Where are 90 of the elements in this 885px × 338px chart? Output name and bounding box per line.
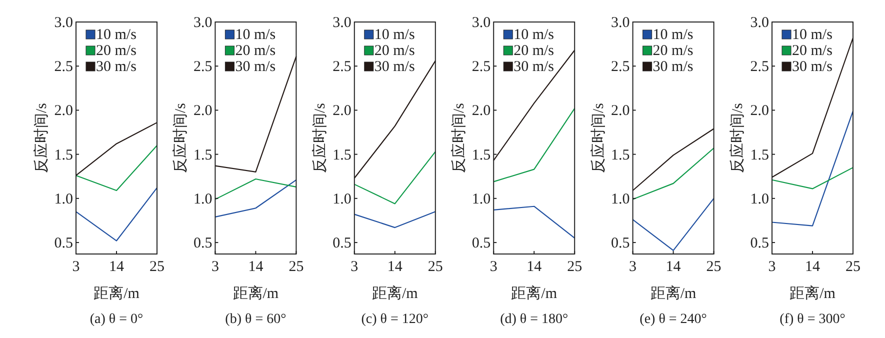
x-axis-title: 距离/m <box>511 285 558 302</box>
legend-label: 30 m/s <box>96 59 137 75</box>
text: (f) θ = 300° <box>780 312 846 327</box>
y-tick-label: 2.0 <box>472 103 491 120</box>
x-tick-label: 14 <box>805 259 820 275</box>
x-tick-label: 14 <box>526 259 542 275</box>
text: (c) θ = 120° <box>361 312 429 327</box>
legend-label: 20 m/s <box>235 43 276 59</box>
x-tick-label: 25 <box>150 259 164 275</box>
legend-label: 10 m/s <box>96 27 137 43</box>
y-tick-label: 2.0 <box>611 103 630 120</box>
y-tick-label: 2.0 <box>332 103 352 120</box>
x-axis-title: 距离/m <box>232 285 279 302</box>
x-tick-label: 25 <box>428 259 443 275</box>
x-axis-title: 距离/m <box>790 285 836 302</box>
legend-label: 10 m/s <box>374 27 415 43</box>
y-tick-label: 2.0 <box>750 103 769 120</box>
y-axis-title: 反应时间/s <box>311 102 328 174</box>
y-tick-label: 2.5 <box>54 59 73 76</box>
legend-label: 30 m/s <box>652 59 694 75</box>
y-tick-label: 0.5 <box>54 236 73 252</box>
legend-label: 20 m/s <box>652 43 694 59</box>
legend-label: 10 m/s <box>514 27 554 43</box>
legend-label: 10 m/s <box>652 27 694 43</box>
legend-label: 20 m/s <box>374 43 415 59</box>
y-tick-label: 1.0 <box>750 191 769 208</box>
x-tick-label: 3 <box>490 259 498 275</box>
x-tick-label: 14 <box>387 259 403 275</box>
x-tick-label: 25 <box>567 259 582 275</box>
legend-label: 30 m/s <box>235 59 276 75</box>
x-tick-label: 3 <box>211 259 219 275</box>
legend-label: 20 m/s <box>96 43 137 59</box>
text: (a) θ = 0° <box>90 312 144 327</box>
legend-label: 30 m/s <box>514 59 554 75</box>
y-tick-label: 1.5 <box>611 147 630 164</box>
y-tick-label: 1.0 <box>472 191 491 208</box>
x-tick-label: 3 <box>350 259 358 275</box>
x-tick-label: 14 <box>248 259 264 275</box>
x-axis-title: 距离/m <box>372 285 418 302</box>
y-tick-label: 1.5 <box>332 147 352 164</box>
y-tick-label: 1.5 <box>193 147 212 164</box>
text: (b) θ = 60° <box>225 312 286 327</box>
legend-label: 20 m/s <box>514 43 554 59</box>
y-tick-label: 1.0 <box>193 191 212 208</box>
y-tick-label: 3.0 <box>193 15 212 31</box>
y-tick-label: 2.5 <box>472 59 491 76</box>
x-tick-label: 25 <box>706 259 722 275</box>
x-tick-label: 3 <box>72 259 80 275</box>
legend-label: 20 m/s <box>792 43 833 59</box>
y-tick-label: 0.5 <box>472 236 491 252</box>
x-tick-label: 25 <box>846 259 860 275</box>
x-tick-label: 25 <box>288 259 304 275</box>
y-tick-label: 0.5 <box>193 236 212 252</box>
y-axis-title: 反应时间/s <box>590 102 607 174</box>
y-axis-title: 反应时间/s <box>33 102 50 174</box>
y-tick-label: 2.5 <box>611 59 630 76</box>
y-tick-label: 2.5 <box>332 59 352 76</box>
y-tick-label: 3.0 <box>611 15 630 31</box>
y-tick-label: 2.0 <box>54 103 73 120</box>
y-tick-label: 3.0 <box>750 15 769 31</box>
y-tick-label: 1.5 <box>750 147 769 164</box>
y-tick-label: 0.5 <box>611 236 630 252</box>
y-tick-label: 1.0 <box>54 191 73 208</box>
y-tick-label: 1.5 <box>54 147 73 164</box>
y-tick-label: 3.0 <box>472 15 491 31</box>
legend-label: 10 m/s <box>235 27 276 43</box>
x-axis-title: 距离/m <box>650 285 697 302</box>
y-tick-label: 3.0 <box>54 15 73 31</box>
y-tick-label: 2.5 <box>193 59 212 76</box>
y-tick-label: 2.5 <box>750 59 769 76</box>
y-tick-label: 1.5 <box>472 147 491 164</box>
y-axis-title: 反应时间/s <box>729 102 746 174</box>
x-tick-label: 3 <box>768 259 776 275</box>
x-axis-title: 距离/m <box>94 285 140 302</box>
text: (e) θ = 240° <box>640 312 707 327</box>
text: (d) θ = 180° <box>500 312 568 327</box>
y-tick-label: 0.5 <box>332 236 352 252</box>
y-tick-label: 1.0 <box>611 191 630 208</box>
x-tick-label: 14 <box>109 259 124 275</box>
legend-label: 30 m/s <box>792 59 833 75</box>
y-tick-label: 2.0 <box>193 103 212 120</box>
y-axis-title: 反应时间/s <box>450 102 468 174</box>
y-axis-title: 反应时间/s <box>172 102 190 174</box>
legend-label: 10 m/s <box>792 27 833 43</box>
x-tick-label: 3 <box>629 259 637 275</box>
y-tick-label: 3.0 <box>332 15 352 31</box>
y-tick-label: 1.0 <box>332 191 352 208</box>
y-tick-label: 0.5 <box>750 236 769 252</box>
legend-label: 30 m/s <box>374 59 415 75</box>
x-tick-label: 14 <box>666 259 682 275</box>
